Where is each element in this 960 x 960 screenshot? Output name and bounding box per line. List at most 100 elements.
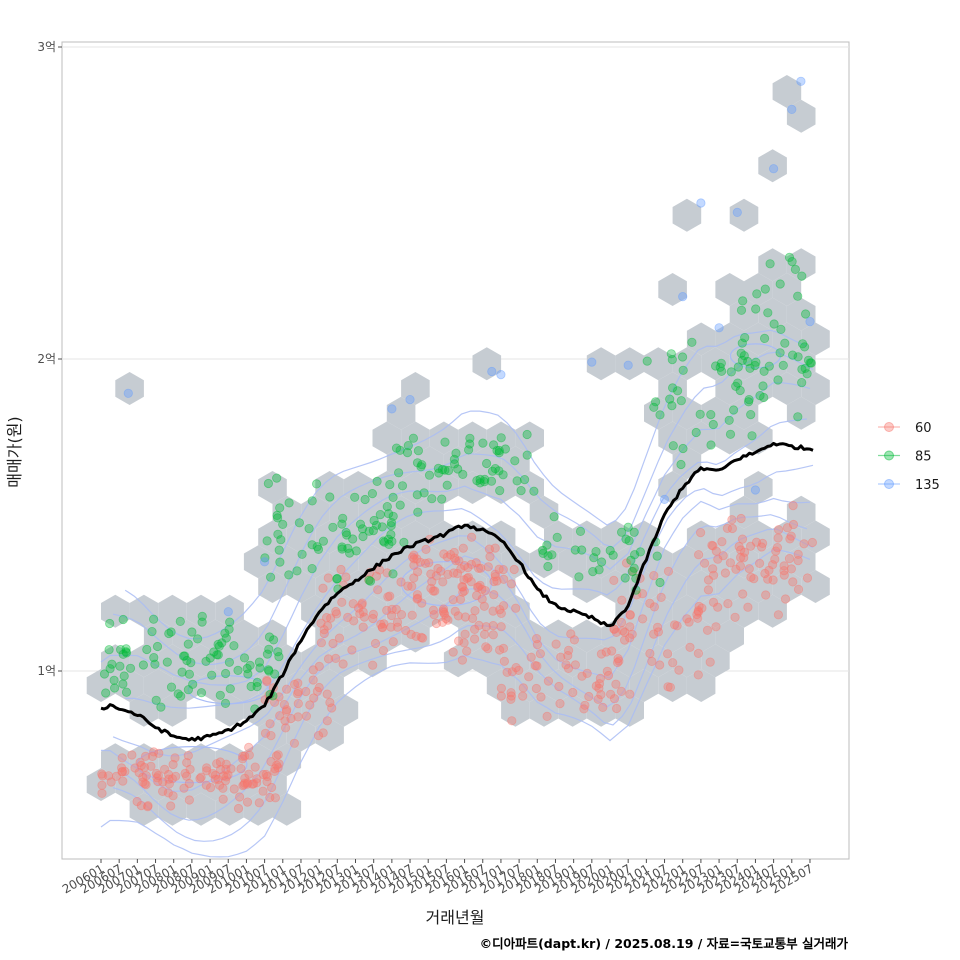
point-60 [469, 624, 480, 635]
hexbin-cell [158, 594, 187, 628]
point-85 [731, 381, 741, 391]
point-85 [417, 460, 427, 470]
hexbin-cell [615, 594, 644, 628]
point-60 [703, 585, 714, 595]
point-60 [743, 602, 753, 612]
point-60 [621, 558, 632, 568]
hexbin-cell [158, 693, 187, 727]
point-85 [790, 264, 801, 274]
point-85 [575, 526, 586, 537]
point-60 [151, 768, 161, 779]
point-60 [244, 769, 254, 779]
point-85 [274, 545, 284, 555]
point-85 [304, 523, 314, 534]
point-85 [351, 546, 361, 556]
point-60 [693, 550, 704, 560]
point-60 [293, 687, 303, 697]
point-135 [496, 369, 506, 380]
point-60 [450, 606, 460, 616]
point-60 [770, 554, 780, 564]
point-85 [667, 354, 677, 365]
point-60 [563, 663, 574, 674]
point-85 [220, 698, 231, 709]
point-85 [364, 526, 374, 536]
point-60 [262, 776, 272, 787]
point-60 [347, 645, 357, 655]
point-60 [568, 687, 578, 698]
point-60 [409, 550, 419, 560]
hexbin-cell [315, 471, 344, 504]
point-85 [687, 337, 697, 347]
point-60 [773, 533, 783, 543]
point-60 [481, 622, 491, 632]
hexbin-cell [372, 619, 402, 653]
hexbin-cell [129, 594, 159, 628]
point-60 [219, 771, 229, 781]
point-60 [195, 773, 205, 784]
point-85 [665, 394, 675, 404]
point-85 [747, 431, 757, 441]
hexbin-cell [343, 570, 373, 603]
point-60 [697, 603, 707, 613]
hexbin-cell [172, 619, 201, 653]
point-60 [183, 750, 193, 761]
hexbin-cell [501, 693, 530, 727]
point-85 [344, 548, 355, 558]
point-85 [706, 409, 716, 420]
point-85 [358, 531, 368, 542]
point-60 [438, 577, 448, 587]
point-85 [728, 405, 739, 415]
hexbin-cell [143, 619, 173, 653]
point-60 [420, 558, 430, 569]
point-60 [242, 778, 252, 788]
point-85 [522, 450, 532, 460]
point-60 [570, 660, 581, 670]
scatter-points-layer [97, 76, 818, 814]
point-60 [454, 556, 464, 566]
point-85 [746, 409, 756, 420]
point-85 [649, 402, 659, 412]
point-60 [406, 629, 416, 640]
point-60 [326, 613, 336, 623]
point-60 [746, 572, 756, 582]
point-60 [459, 586, 469, 596]
point-85 [759, 392, 769, 403]
point-60 [457, 581, 467, 592]
point-60 [462, 646, 472, 656]
point-85 [292, 566, 302, 576]
point-60 [407, 581, 417, 591]
hexbin-cell [215, 792, 244, 826]
point-60 [147, 751, 158, 762]
point-85 [623, 522, 633, 532]
point-60 [378, 645, 388, 656]
point-60 [507, 716, 517, 726]
point-85 [691, 427, 701, 438]
point-60 [163, 788, 173, 798]
point-85 [787, 350, 798, 360]
point-60 [584, 691, 594, 702]
point-60 [502, 667, 512, 677]
legend-label: 60 [915, 421, 932, 436]
point-60 [466, 577, 476, 587]
point-60 [745, 541, 756, 551]
point-60 [439, 607, 449, 618]
point-60 [730, 612, 740, 622]
point-85 [481, 458, 492, 469]
density-contour [400, 561, 492, 607]
point-60 [382, 568, 392, 578]
hexbin-cell [729, 545, 759, 579]
point-85 [121, 644, 131, 654]
point-60 [455, 594, 466, 605]
point-60 [555, 698, 565, 709]
point-60 [313, 730, 324, 741]
hexbin-cell [729, 594, 759, 628]
hexbin-cell [701, 347, 730, 381]
point-60 [496, 691, 506, 701]
point-60 [449, 547, 459, 558]
hexbin-cell [343, 520, 373, 554]
hexbin-cell [801, 570, 830, 603]
point-60 [459, 575, 469, 585]
point-60 [368, 660, 378, 670]
point-60 [153, 770, 163, 781]
point-85 [272, 513, 283, 523]
